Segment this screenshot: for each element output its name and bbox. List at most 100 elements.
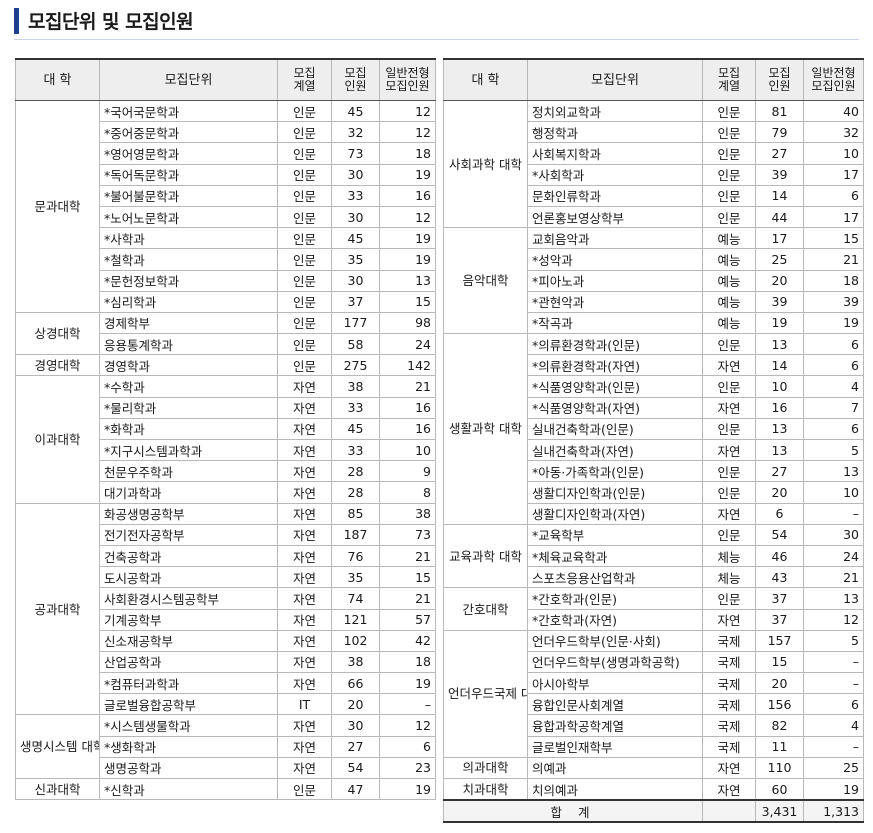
field-cell: 자연 bbox=[702, 756, 756, 780]
college-cell: 사회과학 대학 bbox=[443, 99, 528, 229]
table-row: 실내건축학과(인문) 인문 13 6 bbox=[444, 417, 864, 441]
general-quota-cell: – bbox=[803, 650, 864, 674]
field-cell: 자연 bbox=[277, 481, 332, 504]
general-quota-cell: 12 bbox=[803, 608, 864, 631]
quota-cell: 32 bbox=[331, 121, 380, 144]
general-quota-cell: 24 bbox=[379, 333, 436, 356]
unit-cell: 스포츠응용산업학과 bbox=[527, 566, 703, 589]
general-quota-cell: 5 bbox=[803, 629, 864, 652]
field-cell: 인문 bbox=[702, 375, 756, 398]
quota-cell: 38 bbox=[331, 375, 380, 398]
field-cell: 국제 bbox=[702, 714, 756, 737]
general-quota-cell: 16 bbox=[379, 417, 436, 441]
field-cell: 인문 bbox=[277, 142, 332, 165]
table-row: *작곡과 예능 19 19 bbox=[444, 311, 864, 335]
unit-cell: *간호학과(자연) bbox=[527, 608, 703, 631]
general-quota-cell: 6 bbox=[803, 354, 864, 377]
quota-cell: 54 bbox=[331, 756, 380, 780]
quota-cell: 43 bbox=[755, 566, 804, 589]
table-row: *철학과 인문 35 19 bbox=[16, 248, 436, 271]
table-row: *의류환경학과(자연) 자연 14 6 bbox=[444, 354, 864, 377]
general-quota-cell: 13 bbox=[379, 269, 436, 292]
quota-cell: 10 bbox=[755, 375, 804, 398]
table-row: 신소재공학부 자연 102 42 bbox=[16, 629, 436, 652]
quota-cell: 33 bbox=[331, 396, 380, 419]
unit-cell: *심리학과 bbox=[99, 290, 278, 313]
quota-cell: 81 bbox=[755, 99, 804, 123]
unit-cell: 융합인문사회계열 bbox=[527, 693, 703, 716]
general-quota-cell: 16 bbox=[379, 184, 436, 207]
unit-cell: 사회환경시스템공학부 bbox=[99, 587, 278, 610]
field-cell: 인문 bbox=[702, 184, 756, 207]
general-quota-cell: 18 bbox=[803, 269, 864, 292]
title-accent-bar bbox=[14, 8, 19, 34]
table-row: 언더우드학부(생명과학공학) 국제 15– bbox=[444, 650, 864, 674]
field-cell: 체능 bbox=[702, 566, 756, 589]
unit-cell: 생활디자인학과(자연) bbox=[527, 502, 703, 525]
field-cell: 자연 bbox=[277, 587, 332, 610]
field-cell: 자연 bbox=[702, 608, 756, 631]
table-row: 실내건축학과(자연) 자연 13 5 bbox=[444, 438, 864, 462]
field-cell: 자연 bbox=[277, 629, 332, 652]
unit-cell: *컴퓨터과학과 bbox=[99, 672, 278, 695]
quota-cell: 35 bbox=[331, 248, 380, 271]
college-cell: 문과대학 bbox=[15, 100, 100, 313]
table-row: 교육과학 대학 *교육학부 인문 54 30 bbox=[443, 523, 864, 589]
quota-cell: 14 bbox=[755, 184, 804, 207]
title-divider bbox=[14, 39, 859, 40]
table-row: *성악과 예능 25 21 bbox=[444, 248, 864, 271]
quota-cell: 20 bbox=[755, 269, 804, 292]
field-cell: 인문 bbox=[702, 99, 756, 123]
quota-cell: 28 bbox=[331, 481, 380, 504]
table-row: 문화인류학과 인문 14 6 bbox=[444, 184, 864, 207]
quota-cell: 45 bbox=[331, 417, 380, 441]
field-cell: 자연 bbox=[702, 778, 756, 801]
general-quota-cell: 19 bbox=[379, 248, 436, 271]
table-row: 천문우주학과 자연 28 9 bbox=[16, 460, 436, 483]
college-header: 대 학 bbox=[15, 58, 100, 101]
field-cell: 자연 bbox=[702, 396, 756, 419]
quota-cell: 44 bbox=[755, 205, 804, 229]
general-quota-cell: 25 bbox=[803, 756, 864, 780]
quota-cell: 46 bbox=[755, 544, 804, 568]
unit-cell: 행정학과 bbox=[527, 121, 703, 144]
field-cell: 국제 bbox=[702, 735, 756, 758]
general-quota-cell: 18 bbox=[379, 650, 436, 674]
unit-cell: 글로벌융합공학부 bbox=[99, 693, 278, 716]
table-row: 생활과학 대학 *의류환경학과(인문) 인문 13 6 bbox=[443, 333, 864, 525]
general-quota-cell: 12 bbox=[379, 99, 436, 123]
table-row: 사회과학 대학 정치외교학과 인문 81 40 bbox=[443, 99, 864, 229]
unit-cell: *성악과 bbox=[527, 248, 703, 271]
general-quota-cell: 5 bbox=[803, 438, 864, 462]
general-quota-cell: 23 bbox=[379, 756, 436, 780]
field-cell: 국제 bbox=[702, 629, 756, 652]
field-cell: 인문 bbox=[277, 354, 332, 377]
table-row: 융합인문사회계열 국제 156 6 bbox=[444, 693, 864, 716]
quota-cell: 76 bbox=[331, 544, 380, 568]
unit-cell: *수학과 bbox=[99, 375, 278, 398]
quota-cell: 33 bbox=[331, 184, 380, 207]
general-quota-cell: 19 bbox=[803, 778, 864, 801]
general-quota-cell: 18 bbox=[379, 142, 436, 165]
field-cell: 자연 bbox=[702, 438, 756, 462]
college-cell: 경영대학 bbox=[15, 354, 100, 377]
college-cell: 음악대학 bbox=[443, 227, 528, 335]
unit-cell: 전기전자공학부 bbox=[99, 523, 278, 546]
quota-cell: 30 bbox=[331, 269, 380, 292]
table-row: *심리학과 인문 37 15 bbox=[16, 290, 436, 313]
table-row: 의과대학 의예과 자연 110 25 bbox=[443, 756, 864, 780]
quota-cell: 39 bbox=[755, 290, 804, 313]
quota-cell: 177 bbox=[331, 311, 380, 335]
college-cell: 생활과학 대학 bbox=[443, 333, 528, 525]
field-cell: 인문 bbox=[277, 290, 332, 313]
quota-cell: 74 bbox=[331, 587, 380, 610]
general-quota-cell: 10 bbox=[803, 481, 864, 504]
general-quota-cell: 38 bbox=[379, 502, 436, 525]
unit-cell: 언더우드학부(인문·사회) bbox=[527, 629, 703, 652]
table-row: 이과대학 *수학과 자연 38 21 bbox=[15, 375, 436, 504]
table-row: *중어중문학과 인문 32 12 bbox=[16, 121, 436, 144]
field-cell: 자연 bbox=[277, 544, 332, 568]
field-cell: 인문 bbox=[702, 142, 756, 165]
general-quota-cell: 10 bbox=[803, 142, 864, 165]
general-header: 일반전형 모집인원 bbox=[379, 58, 436, 101]
